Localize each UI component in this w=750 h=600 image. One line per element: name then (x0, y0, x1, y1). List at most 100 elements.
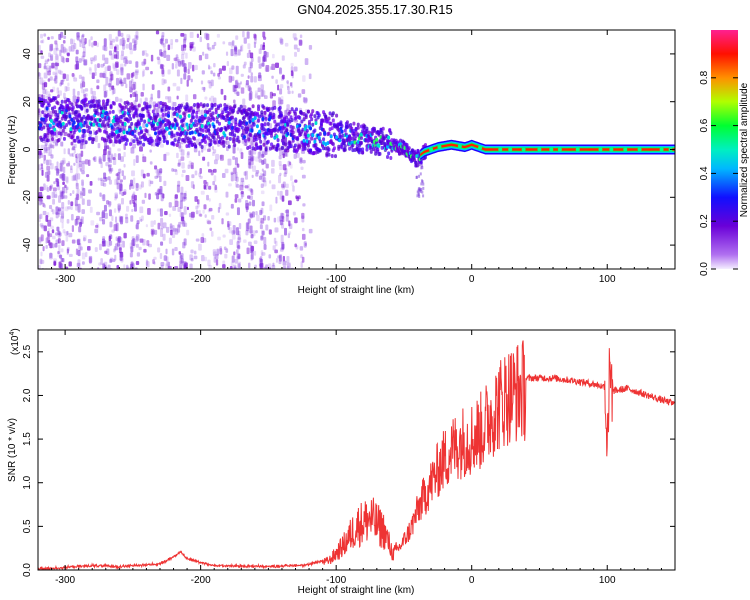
spectrogram-cell (53, 78, 56, 82)
spectrogram-cell (94, 55, 97, 61)
spectrogram-cell (50, 163, 54, 170)
spectrogram-cell (183, 115, 187, 120)
spectrogram-cell (52, 209, 55, 215)
spectrogram-cell (278, 105, 282, 110)
spectrogram-cell (163, 180, 167, 187)
spectrogram-cell (109, 78, 113, 88)
spectrogram-cell (82, 46, 86, 53)
spectrogram-cell (133, 43, 137, 51)
spectrogram-cell (44, 117, 48, 122)
spectrogram-cell (301, 215, 305, 223)
spectrogram-cell (250, 254, 253, 261)
spectrogram-cell (255, 156, 259, 162)
spectrogram-cell (75, 179, 78, 187)
spectrogram-cell (94, 228, 99, 234)
spectrogram-cell (254, 250, 257, 256)
spectrogram-cell (208, 169, 212, 173)
spectrogram-cell (301, 256, 305, 263)
spectrogram-cell (78, 226, 82, 233)
spectrogram-cell (263, 122, 267, 127)
spectrogram-cell (234, 194, 239, 199)
spectrogram-cell (58, 208, 62, 216)
spectrogram-cell (48, 52, 52, 58)
spectrogram-cell (110, 155, 114, 160)
spectrogram-cell (250, 156, 254, 166)
spectrogram-cell (134, 39, 138, 45)
spectrogram-cell (127, 109, 131, 114)
spectrogram-cell (46, 236, 50, 243)
spectrogram-cell (296, 135, 300, 140)
spectrogram-cell (154, 229, 158, 235)
spectrogram-cell (135, 35, 139, 41)
spectrogram-cell (244, 170, 248, 180)
spectrogram-cell (78, 139, 82, 144)
spectrogram-cell (155, 103, 159, 108)
spectrogram-cell (82, 187, 86, 196)
spectrogram-tone-band (420, 143, 675, 157)
spectrogram-cell (71, 225, 74, 232)
spectrogram-cell (203, 180, 207, 185)
spectrogram-cell (191, 174, 195, 179)
spectrogram-cell (310, 117, 314, 122)
spectrogram-cell (301, 212, 305, 219)
spectrogram-cell (81, 134, 85, 139)
spectrogram-cell (421, 164, 424, 168)
spectrogram-cell (39, 213, 43, 220)
spectrogram-cell (247, 159, 251, 169)
spectrogram-cell (54, 110, 58, 115)
spectrogram-cell (190, 257, 194, 262)
spectrogram-cell (156, 190, 161, 195)
spectrogram-cell (195, 238, 200, 242)
spectrogram-cell (249, 164, 253, 169)
spectrogram-cell (329, 121, 333, 126)
spectrogram-cell (177, 58, 181, 63)
spectrogram-cell (183, 33, 187, 41)
spectrogram-cell (276, 138, 280, 143)
spectrogram-cell (44, 58, 49, 63)
spectrogram-cell (240, 192, 244, 200)
spectrogram-cell (81, 43, 86, 49)
spectrogram-cell (64, 266, 69, 269)
spectrogram-cell (216, 248, 220, 256)
spectrogram-cell (169, 225, 173, 232)
spectrogram-cell (177, 136, 181, 141)
spectrogram-cell (419, 188, 422, 192)
spectrogram-cell (373, 126, 377, 131)
spectrogram-cell (227, 120, 231, 125)
spectrogram-cell (304, 124, 308, 129)
spectrogram-cell (189, 118, 193, 123)
spectrogram-cell (261, 230, 265, 236)
spectrogram-cell (217, 72, 221, 77)
spectrogram-cell (89, 206, 93, 213)
spectrogram-cell (236, 163, 240, 168)
spectrogram-cell (90, 59, 93, 65)
spectrogram-cell (46, 212, 50, 218)
spectrogram-cell (160, 225, 164, 230)
spectrogram-cell (279, 129, 283, 134)
spectrogram-cell (52, 140, 55, 144)
spectrogram-cell (304, 58, 309, 65)
spectrogram-cell (46, 187, 50, 193)
spectrogram-cell (104, 57, 109, 64)
spectrogram-cell (248, 49, 251, 54)
spectrogram-cell (40, 50, 43, 54)
spectrogram-cell (260, 235, 264, 241)
spectrogram-cell (234, 120, 238, 125)
spectrogram-cell (60, 191, 64, 200)
spectrogram-cell (113, 224, 118, 231)
spectrogram-cell (143, 50, 147, 55)
spectrogram-cell (248, 150, 252, 156)
spectrogram-cell (212, 168, 217, 173)
spectrogram-cell (420, 179, 423, 183)
spectrogram-cell (310, 136, 314, 141)
spectrogram-cell (245, 230, 249, 236)
spectrogram-cell (301, 89, 306, 95)
spectrogram-cell (291, 181, 294, 187)
spectrogram-cell (68, 46, 72, 52)
spectrogram-cell (119, 128, 123, 133)
spectrogram-cell (262, 105, 266, 110)
spectrogram-cell (280, 38, 284, 45)
spectrogram-cell (268, 254, 272, 259)
spectrogram-cell (89, 57, 94, 61)
spectrogram-cell (100, 179, 105, 186)
